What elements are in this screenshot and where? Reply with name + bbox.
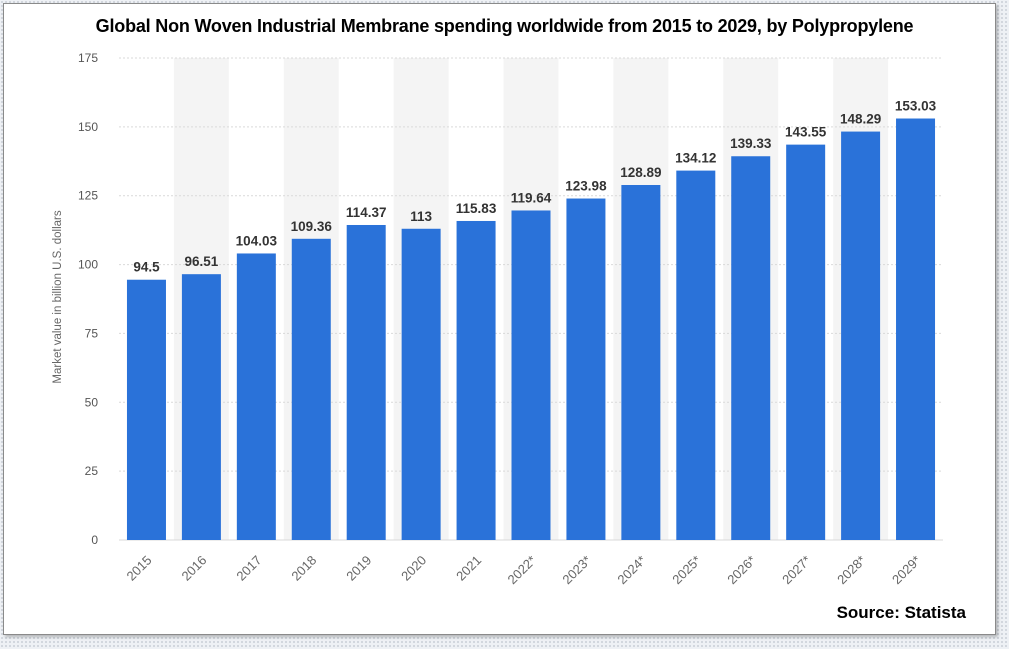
x-tick-label: 2027*: [779, 553, 814, 588]
bar-2029: [896, 118, 936, 540]
value-label: 113: [410, 209, 432, 224]
value-label: 114.37: [346, 205, 387, 220]
x-tick-label: 2016: [178, 553, 209, 584]
x-tick-label: 2029*: [889, 553, 924, 588]
bar-2021: [456, 220, 496, 541]
bar-2017: [236, 253, 276, 540]
bar-2020: [401, 228, 441, 540]
y-tick-label: 75: [85, 326, 99, 340]
x-tick-label: 2022*: [504, 553, 539, 588]
x-tick-label: 2021: [453, 553, 484, 584]
bar-2022: [511, 210, 551, 540]
bar-2018: [291, 238, 331, 540]
x-axis-ticks: 2015 2016 2017 2018 2019 2020 2021 2022* 2023* 20…: [124, 553, 924, 588]
value-label: 115.83: [456, 201, 497, 216]
y-axis-label: Market value in billion U.S. dollars: [52, 210, 64, 383]
x-tick-label: 2017: [233, 553, 264, 584]
value-label: 96.51: [185, 254, 219, 269]
bar-2028: [841, 131, 881, 541]
bar-2025: [676, 170, 716, 540]
value-label: 94.5: [133, 260, 160, 275]
value-label: 153.03: [895, 99, 937, 114]
chart-title: Global Non Woven Industrial Membrane spe…: [95, 16, 914, 36]
value-label: 139.33: [730, 136, 772, 151]
bar-2026: [731, 156, 771, 541]
x-tick-label: 2015: [124, 553, 155, 584]
value-label: 134.12: [675, 151, 716, 166]
y-tick-label: 125: [78, 189, 98, 203]
x-tick-label: 2023*: [559, 553, 594, 588]
chart-frame: [3, 3, 996, 635]
x-tick-label: 2024*: [614, 553, 649, 588]
x-tick-label: 2026*: [724, 553, 759, 588]
x-tick-label: 2025*: [669, 553, 704, 588]
bar-2027: [786, 144, 826, 540]
value-label: 128.89: [620, 165, 661, 180]
bar-2024: [621, 185, 661, 540]
value-label: 123.98: [565, 179, 607, 194]
value-label: 104.03: [236, 233, 278, 248]
y-tick-label: 100: [78, 258, 98, 272]
value-label: 143.55: [785, 125, 827, 140]
y-tick-label: 0: [91, 533, 98, 547]
y-axis-ticks: 0 25 50 75 100 125 150 175: [78, 51, 98, 547]
bar-2015: [126, 279, 166, 540]
value-label: 148.29: [840, 112, 881, 127]
bar-2023: [566, 198, 606, 540]
source-label: Source: Statista: [836, 603, 966, 622]
bars: [126, 118, 936, 541]
y-tick-label: 25: [85, 464, 99, 478]
value-label: 119.64: [511, 190, 552, 205]
bar-2016: [181, 274, 221, 540]
x-tick-label: 2020: [398, 553, 429, 584]
x-tick-label: 2028*: [834, 553, 869, 588]
x-tick-label: 2019: [343, 553, 374, 584]
y-tick-label: 50: [85, 395, 99, 409]
value-labels: 94.5 96.51 104.03 109.36 114.37 113 115.83 119.…: [133, 99, 936, 275]
y-tick-label: 150: [78, 120, 98, 134]
x-tick-label: 2018: [288, 553, 319, 584]
y-tick-label: 175: [78, 51, 98, 65]
bar-2019: [346, 224, 386, 540]
value-label: 109.36: [291, 219, 333, 234]
